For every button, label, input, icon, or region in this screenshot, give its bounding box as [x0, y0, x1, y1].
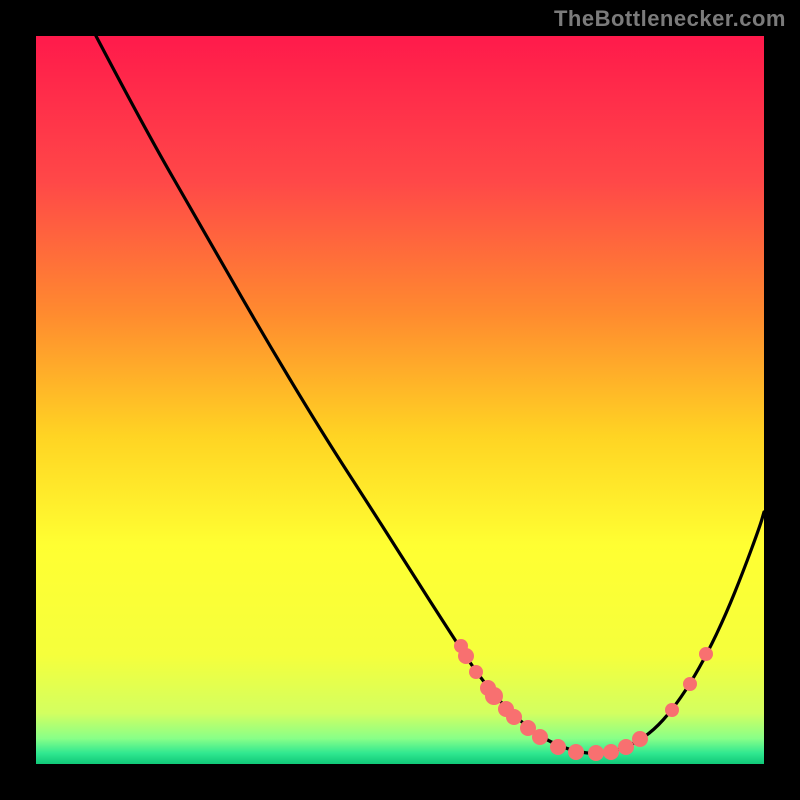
data-marker: [618, 739, 634, 755]
data-marker: [485, 687, 503, 705]
plot-area: [36, 36, 764, 764]
data-marker: [458, 648, 474, 664]
bottleneck-curve: [96, 36, 764, 753]
stage: { "canvas": { "width": 800, "height": 80…: [0, 0, 800, 800]
data-marker: [532, 729, 548, 745]
data-marker: [568, 744, 584, 760]
data-marker: [632, 731, 648, 747]
data-marker: [699, 647, 713, 661]
data-marker: [603, 744, 619, 760]
curve-layer: [36, 36, 764, 764]
data-marker: [550, 739, 566, 755]
data-marker: [588, 745, 604, 761]
data-marker: [683, 677, 697, 691]
watermark-text: TheBottlenecker.com: [554, 6, 786, 32]
data-marker: [469, 665, 483, 679]
data-marker: [665, 703, 679, 717]
data-marker: [506, 709, 522, 725]
